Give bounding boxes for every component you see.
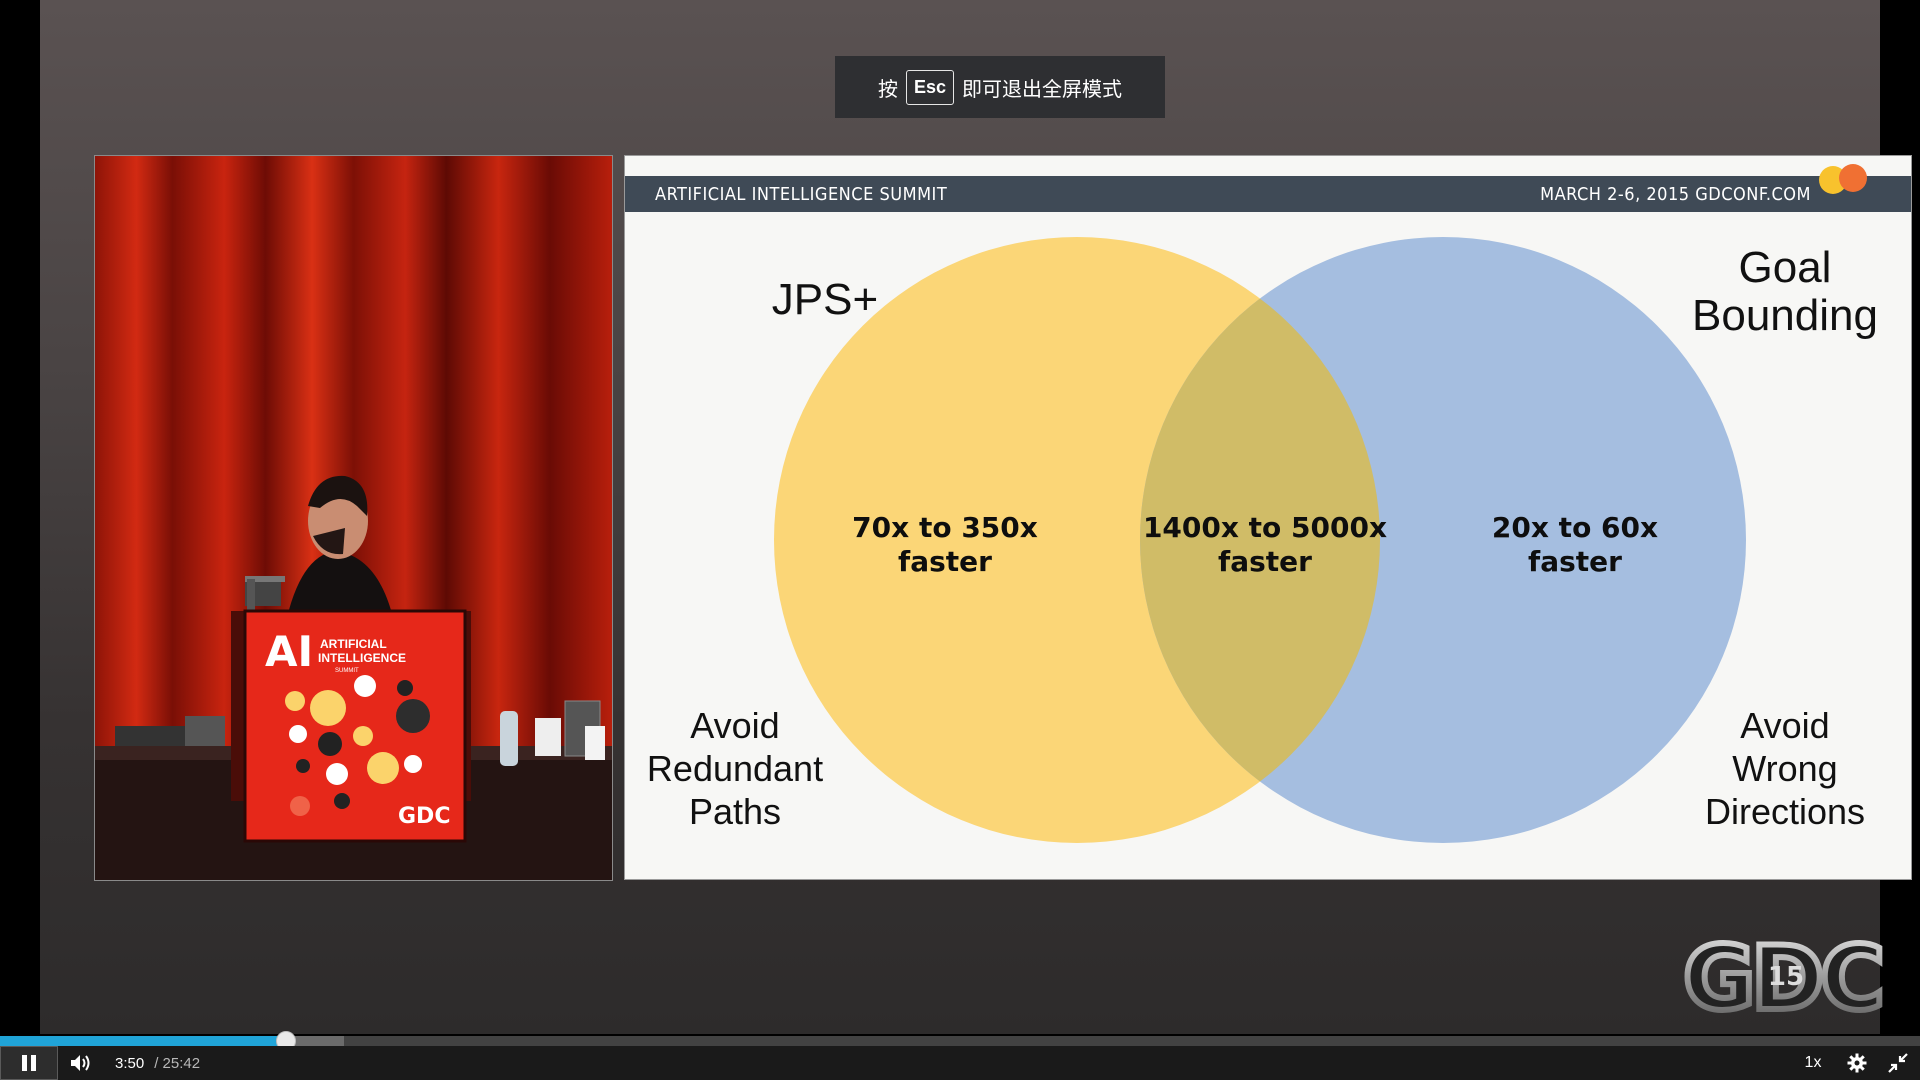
podium-brand: GDC [398, 804, 450, 829]
left-caption-line1: Avoid [690, 705, 780, 746]
slide-right-title-line1: Goal [1738, 243, 1832, 292]
goal-bounding-speedup-label: 20x to 60x faster [1465, 511, 1685, 578]
right-caption-line2: Wrong [1732, 748, 1838, 790]
combined-speedup-line1: 1400x to 5000x [1142, 511, 1388, 544]
gdc-watermark-logo: GDC 15 [1680, 925, 1888, 1025]
left-caption: Avoid Redundant Paths [635, 704, 835, 834]
esc-key-badge: Esc [905, 69, 955, 105]
speaker-scene: AI ARTIFICIAL INTELLIGENCE SUMMIT GDC [95, 156, 612, 880]
podium-logo-line3: SUMMIT [335, 668, 359, 674]
podium-logo-line2: INTELLIGENCE [318, 651, 406, 665]
goal-bounding-speedup-line2: faster [1528, 544, 1622, 578]
progress-bar[interactable] [0, 1031, 1920, 1051]
progress-played [0, 1036, 287, 1046]
notice-prefix: 按 [877, 76, 898, 101]
speaker-camera-view: AI ARTIFICIAL INTELLIGENCE SUMMIT GDC [94, 155, 613, 881]
duration: / 25:42 [154, 1054, 201, 1072]
left-caption-line2: Redundant [646, 748, 824, 790]
video-frame[interactable]: 按 Esc 即可退出全屏模式 [40, 0, 1912, 1034]
watermark-badge: 15 [1768, 962, 1804, 992]
presentation-slide: ARTIFICIAL INTELLIGENCE SUMMIT MARCH 2-6… [624, 155, 1912, 880]
right-caption-line1: Avoid [1740, 705, 1830, 746]
notice-suffix: 即可退出全屏模式 [962, 76, 1123, 101]
podium-logo-line1: ARTIFICIAL [320, 637, 387, 651]
exit-fullscreen-button[interactable] [1880, 1046, 1916, 1080]
slide-left-title: JPS+ [771, 275, 879, 324]
watermark-text: GDC [1683, 927, 1881, 1025]
slide-header-right: MARCH 2-6, 2015 GDCONF.COM [1540, 183, 1811, 205]
venn-diagram [774, 237, 1746, 843]
gear-icon [1847, 1053, 1867, 1073]
venn-intersection [1140, 237, 1380, 843]
podium-logo-ai: AI [265, 627, 313, 676]
slide-header-left: ARTIFICIAL INTELLIGENCE SUMMIT [655, 183, 948, 205]
slide-right-title: Goal Bounding [1665, 244, 1905, 339]
playback-speed-button[interactable]: 1x [1804, 1054, 1822, 1071]
settings-button[interactable] [1840, 1046, 1874, 1080]
slide-header-bar: ARTIFICIAL INTELLIGENCE SUMMIT MARCH 2-6… [625, 176, 1911, 212]
goal-bounding-speedup-line1: 20x to 60x [1491, 511, 1659, 544]
exit-fullscreen-icon [1888, 1053, 1908, 1073]
current-time: 3:50 [115, 1054, 145, 1072]
pause-icon [22, 1055, 36, 1071]
summit-logo-icon [1819, 164, 1867, 194]
right-caption: Avoid Wrong Directions [1685, 704, 1885, 834]
time-display: 3:50 / 25:42 [115, 1046, 200, 1080]
volume-button[interactable] [62, 1046, 100, 1080]
fullscreen-exit-notice: 按 Esc 即可退出全屏模式 [835, 56, 1165, 118]
slide-right-title-line2: Bounding [1692, 290, 1878, 340]
pause-button[interactable] [0, 1046, 58, 1080]
volume-icon [71, 1055, 90, 1071]
jps-speedup-line2: faster [898, 544, 992, 578]
jps-speedup-label: 70x to 350x faster [825, 511, 1065, 578]
jps-speedup-line1: 70x to 350x [852, 511, 1038, 544]
left-caption-line3: Paths [688, 791, 782, 833]
combined-speedup-line2: faster [1218, 544, 1312, 578]
player-control-bar: 3:50 / 25:42 1x [0, 1046, 1920, 1080]
combined-speedup-label: 1400x to 5000x faster [1125, 511, 1405, 578]
right-caption-line3: Directions [1704, 791, 1866, 833]
